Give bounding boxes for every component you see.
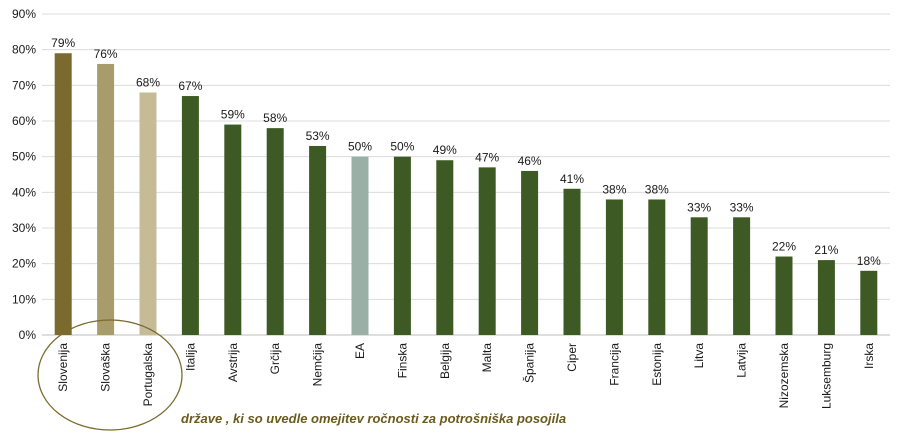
- x-tick-label: Finska: [395, 343, 409, 379]
- y-tick-label: 20%: [12, 257, 36, 271]
- y-tick-label: 60%: [12, 114, 36, 128]
- x-tick-label: Francija: [607, 343, 621, 386]
- data-label: 21%: [814, 243, 838, 257]
- data-label: 33%: [730, 200, 754, 214]
- x-tick-label: Nizozemska: [777, 343, 791, 409]
- bar-9: [436, 160, 454, 335]
- data-label: 50%: [390, 140, 414, 154]
- data-label: 38%: [645, 182, 669, 196]
- bar-17: [775, 256, 793, 335]
- data-label: 79%: [51, 36, 75, 50]
- x-tick-label: Avstrija: [226, 343, 240, 382]
- bar-8: [393, 156, 411, 335]
- gridlines: [42, 13, 890, 336]
- y-axis-labels: 0% 10% 20% 30% 40% 50% 60% 70% 80% 90%: [12, 7, 36, 342]
- x-tick-label: Ciper: [565, 343, 579, 372]
- x-tick-label: Portugalska: [141, 343, 155, 407]
- data-label: 68%: [136, 75, 160, 89]
- bar-13: [605, 199, 623, 335]
- y-tick-label: 50%: [12, 150, 36, 164]
- y-tick-label: 30%: [12, 221, 36, 235]
- data-label: 18%: [857, 254, 881, 268]
- y-tick-label: 40%: [12, 185, 36, 199]
- x-tick-label: Malta: [480, 343, 494, 373]
- bar-11: [521, 170, 539, 335]
- x-tick-label: Latvija: [735, 343, 749, 378]
- x-tick-label: Estonija: [650, 343, 664, 386]
- bar-7: [351, 156, 369, 335]
- y-tick-label: 10%: [12, 292, 36, 306]
- annotation-text: države , ki so uvedle omejitev ročnosti …: [181, 411, 566, 426]
- data-label: 58%: [263, 111, 287, 125]
- data-label: 67%: [178, 79, 202, 93]
- x-tick-label: Slovaška: [99, 343, 113, 392]
- x-tick-label: Irska: [862, 343, 876, 369]
- x-tick-label: Španija: [522, 343, 537, 383]
- bar-3: [181, 96, 199, 336]
- bar-14: [648, 199, 666, 335]
- data-label: 46%: [518, 154, 542, 168]
- x-tick-label: Litva: [692, 343, 706, 369]
- data-label: 38%: [602, 182, 626, 196]
- bar-16: [733, 217, 751, 335]
- bars: [54, 53, 878, 336]
- data-label: 76%: [94, 47, 118, 61]
- bar-12: [563, 188, 581, 335]
- data-label: 41%: [560, 172, 584, 186]
- highlight-ellipse: [37, 319, 183, 431]
- data-label: 47%: [475, 150, 499, 164]
- bar-2: [139, 92, 157, 335]
- x-axis-labels: Slovenija Slovaška Portugalska Italija Avstr…: [56, 343, 876, 409]
- bar-5: [266, 128, 284, 335]
- bar-4: [224, 124, 242, 335]
- bar-1: [97, 63, 115, 335]
- x-tick-label: Luksemburg: [819, 343, 833, 409]
- bar-10: [478, 167, 496, 335]
- data-label: 50%: [348, 140, 372, 154]
- y-tick-label: 90%: [12, 7, 36, 21]
- x-tick-label: Belgija: [438, 343, 452, 379]
- data-label: 53%: [306, 129, 330, 143]
- bar-19: [860, 270, 878, 335]
- x-tick-label: Slovenija: [56, 343, 70, 392]
- bar-6: [309, 145, 327, 335]
- y-tick-label: 70%: [12, 78, 36, 92]
- data-label: 49%: [433, 143, 457, 157]
- y-tick-label: 0%: [19, 328, 37, 342]
- data-labels: 79% 76% 68% 67% 59% 58% 53% 50% 50% 49% 47% 46% 41% 3…: [51, 36, 881, 268]
- x-tick-label: Italija: [183, 343, 197, 371]
- x-tick-label: Nemčija: [311, 343, 325, 387]
- bar-15: [690, 217, 708, 335]
- bar-0: [54, 53, 72, 335]
- y-tick-label: 80%: [12, 43, 36, 57]
- data-label: 33%: [687, 200, 711, 214]
- data-label: 22%: [772, 240, 796, 254]
- data-label: 59%: [221, 108, 245, 122]
- x-tick-label: EA: [353, 343, 367, 359]
- x-tick-label: Grčija: [268, 343, 282, 375]
- bar-18: [817, 260, 835, 335]
